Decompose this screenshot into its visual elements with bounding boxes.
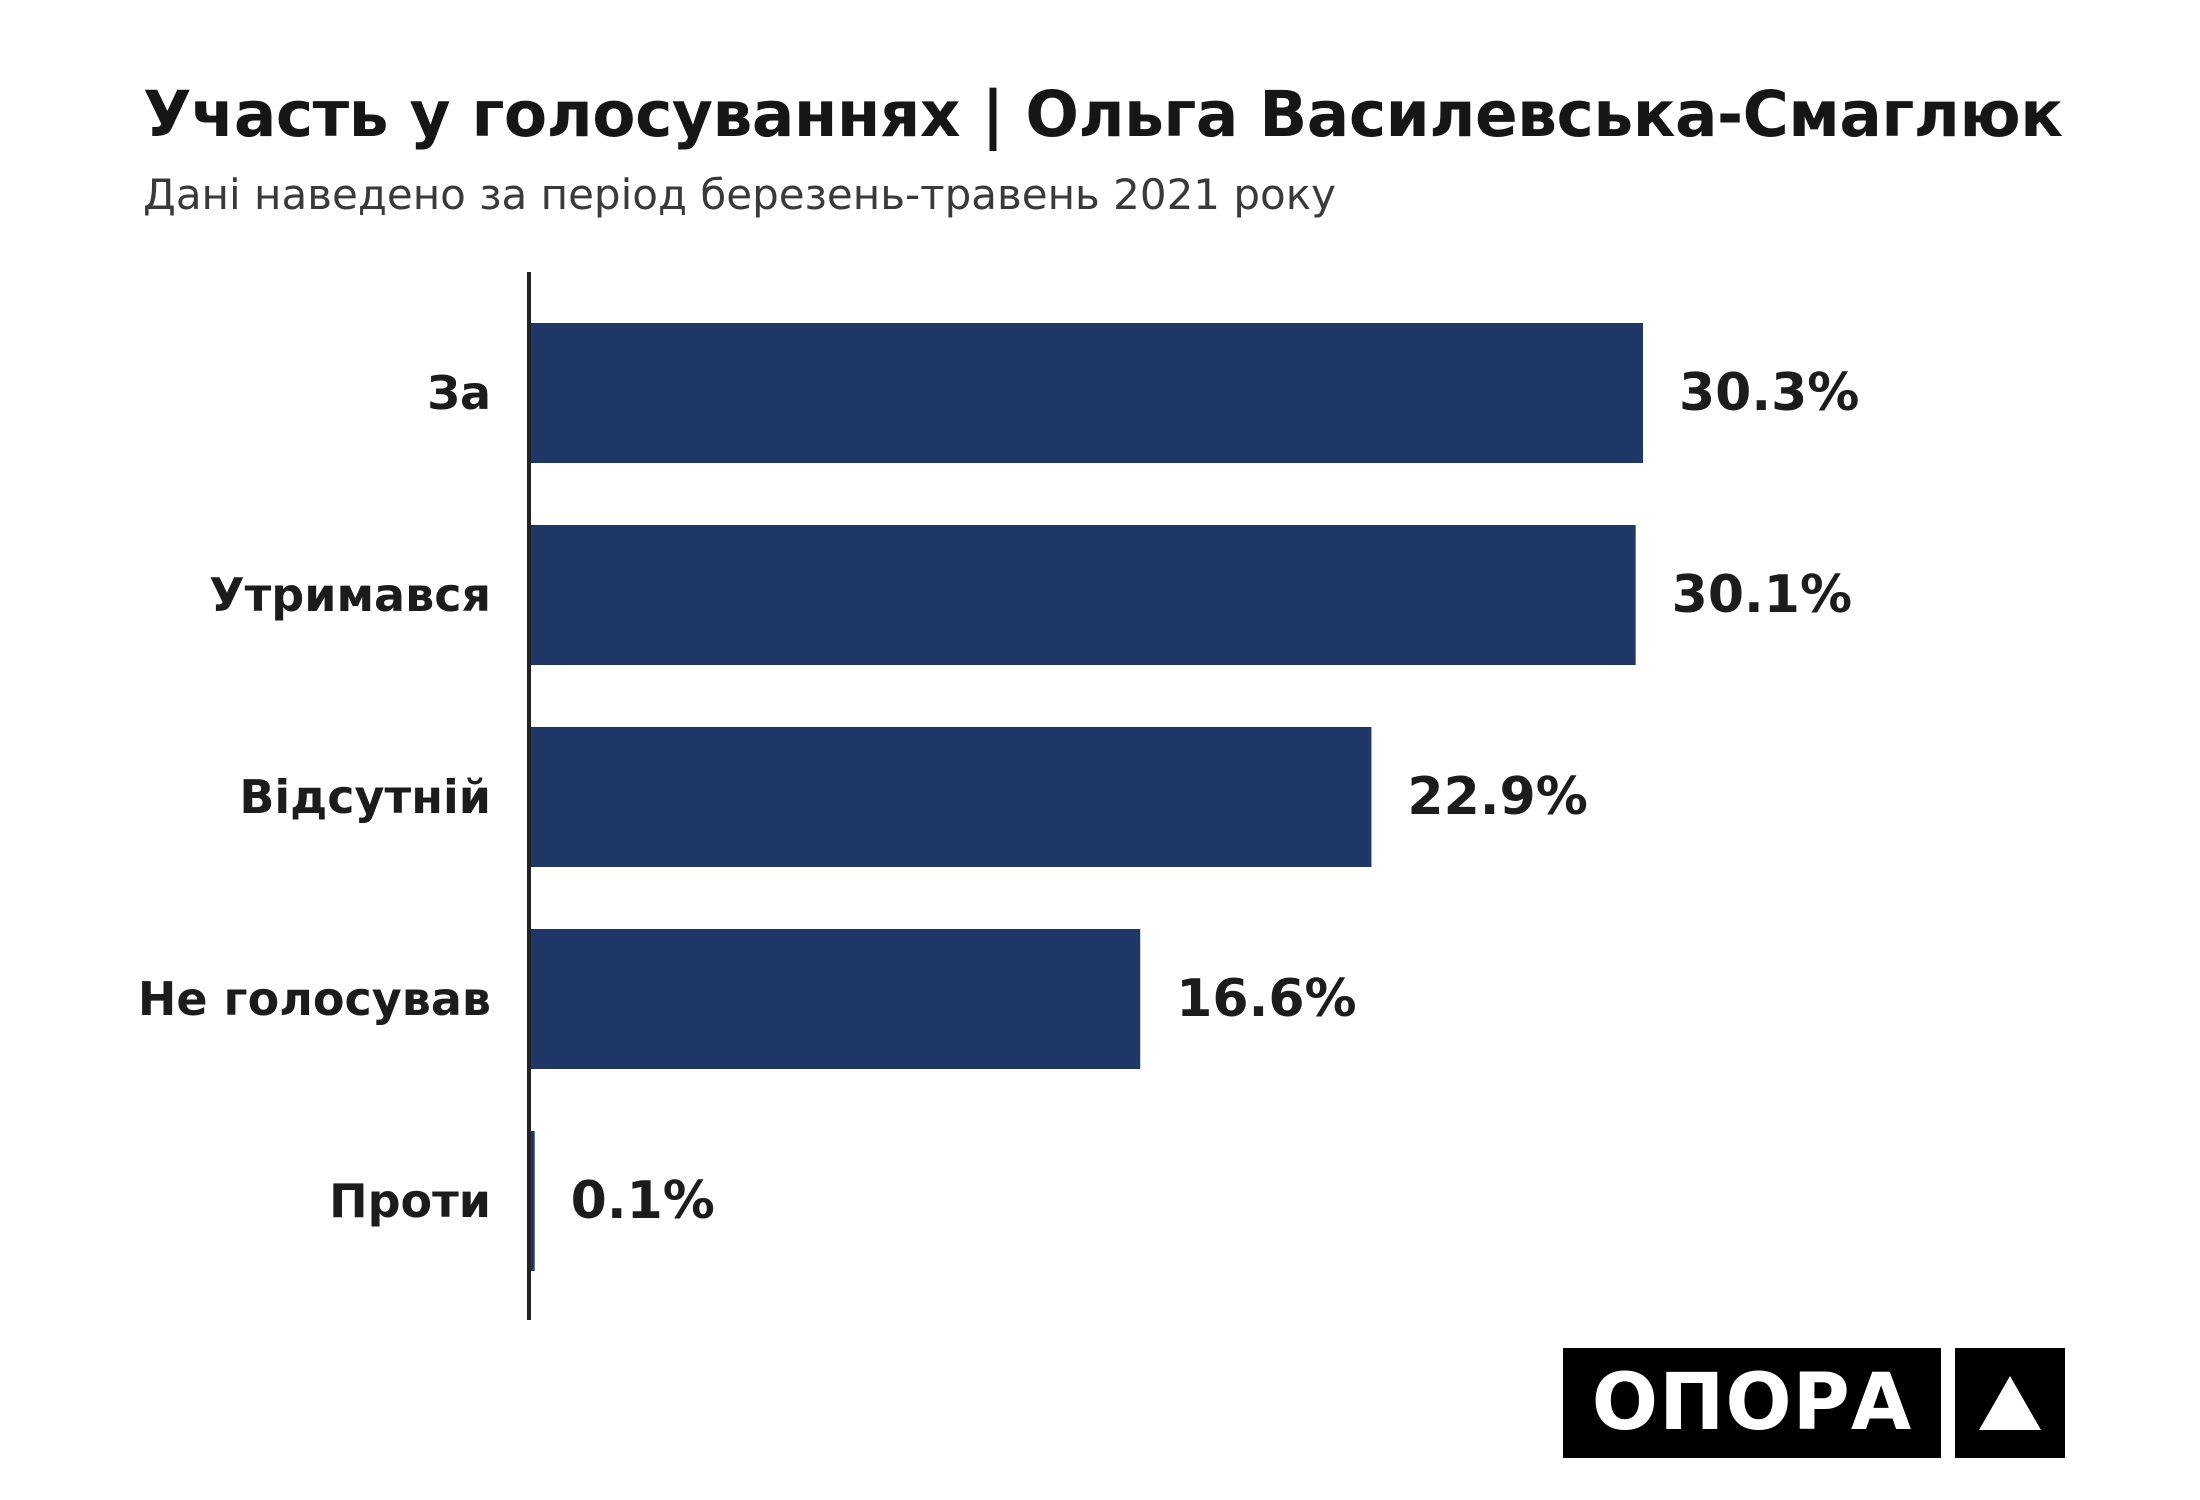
bar-2 [531, 525, 1636, 665]
bar-1 [531, 323, 1644, 463]
category-label-4: Не голосував [138, 972, 491, 1026]
value-label-2: 30.1% [1672, 565, 1852, 625]
triangle-icon [1979, 1376, 2041, 1430]
chart-subtitle: Дані наведено за період березень-травень… [143, 170, 1336, 219]
bar-5 [531, 1131, 535, 1271]
opora-logo-mark [1955, 1348, 2065, 1458]
value-label-4: 16.6% [1176, 969, 1356, 1029]
category-label-3: Відсутній [239, 770, 491, 824]
value-label-3: 22.9% [1407, 767, 1587, 827]
category-label-1: За [427, 366, 491, 420]
category-label-5: Проти [329, 1174, 491, 1228]
value-label-5: 0.1% [571, 1171, 715, 1231]
opora-logo: ОПОРА [1563, 1348, 1941, 1458]
bar-3 [531, 727, 1372, 867]
chart-title: Участь у голосуваннях | Ольга Василевськ… [143, 78, 2063, 151]
value-label-1: 30.3% [1679, 363, 1859, 423]
bar-4 [531, 929, 1141, 1069]
category-label-2: Утримався [209, 568, 491, 622]
